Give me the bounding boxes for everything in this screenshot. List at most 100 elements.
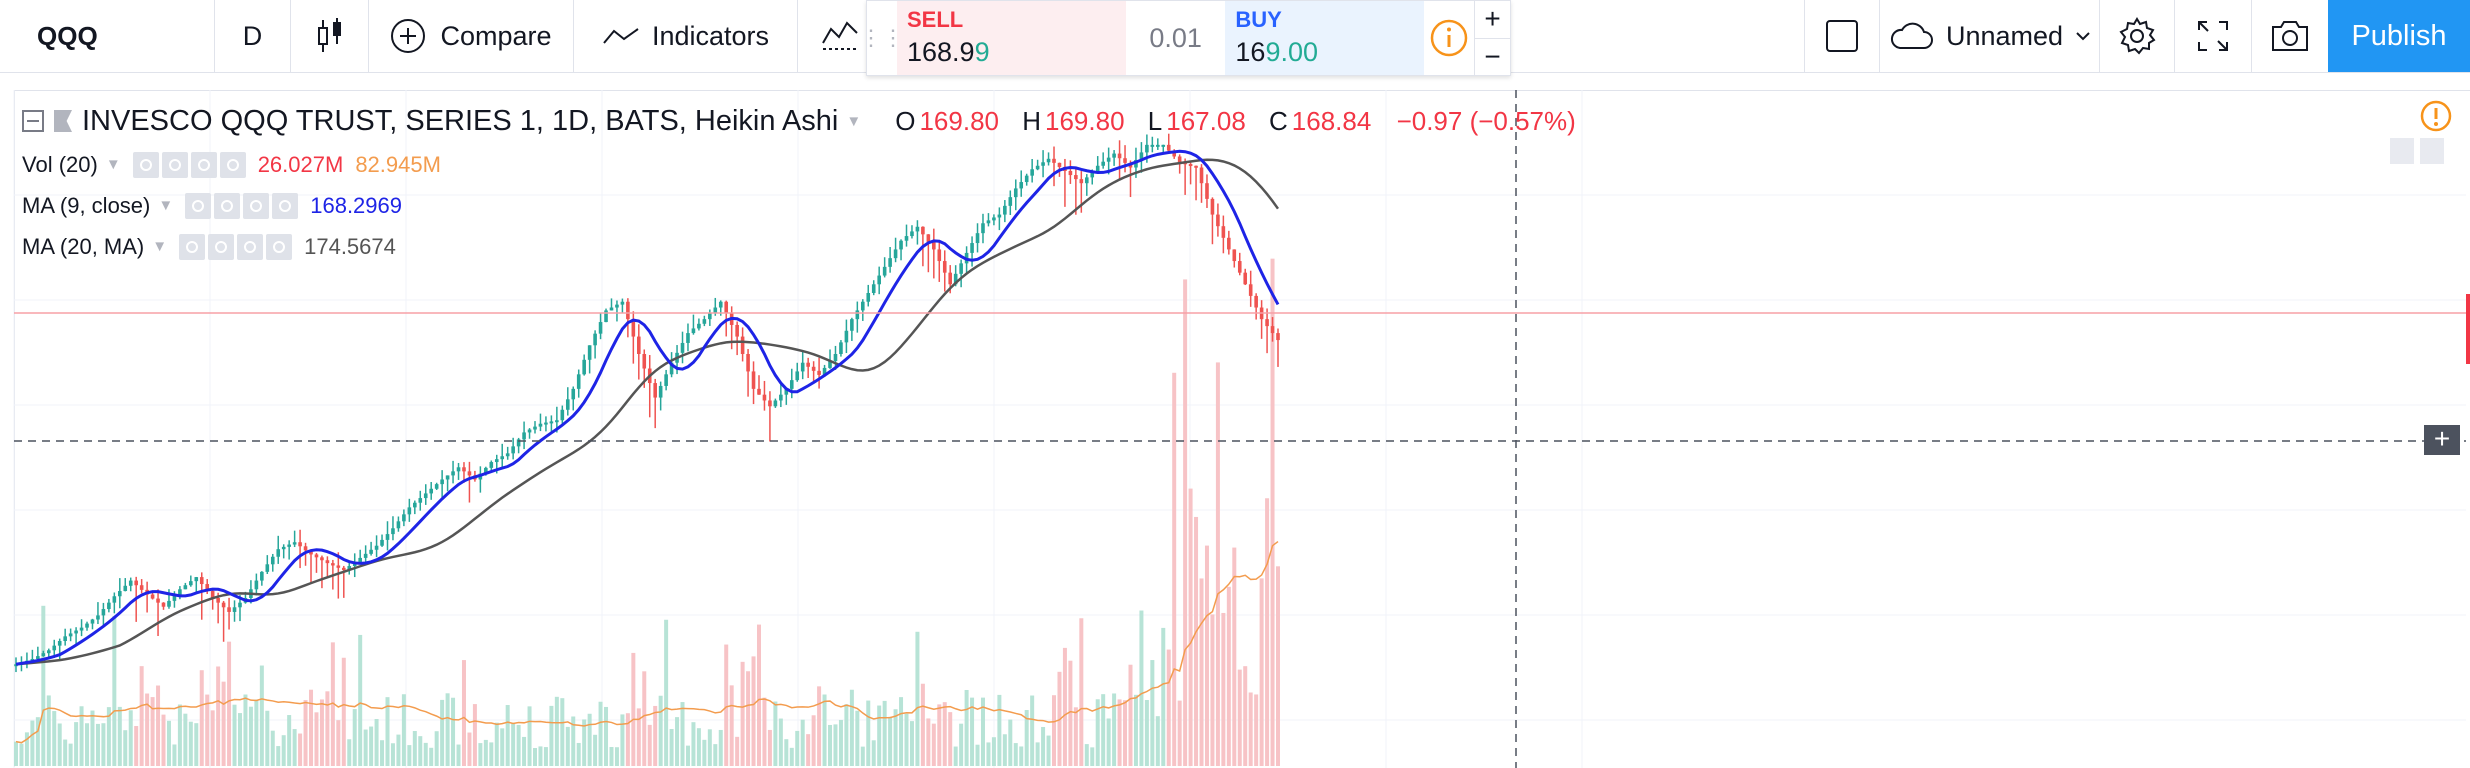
volume-bar: [713, 744, 718, 766]
ohlc-values: O 169.80 H 169.80 L 167.08 C 168.84 −0.97 (−…: [895, 105, 1576, 136]
volume-bar: [795, 730, 800, 766]
compare-button[interactable]: Compare: [369, 0, 574, 72]
candle: [735, 324, 739, 337]
warning-icon[interactable]: [2420, 100, 2452, 137]
volume-bar: [522, 736, 527, 766]
volume-bar: [866, 700, 871, 766]
candle: [14, 664, 18, 667]
candle: [571, 388, 576, 400]
indicator-buttons[interactable]: [132, 151, 246, 178]
candle: [751, 371, 756, 389]
volume-bar: [1226, 586, 1231, 766]
gear-icon[interactable]: [2099, 0, 2174, 72]
settings-icon: [208, 233, 235, 260]
candle: [631, 319, 636, 337]
volume-bar: [1150, 660, 1155, 766]
info-icon[interactable]: [1424, 1, 1474, 75]
decrease-button[interactable]: −: [1484, 40, 1501, 72]
fullscreen-icon[interactable]: [2174, 0, 2251, 72]
scroll-reset-icon[interactable]: [2420, 138, 2444, 164]
symbol-search[interactable]: QQQ: [0, 0, 215, 72]
increase-button[interactable]: +: [1475, 1, 1510, 39]
volume-bar: [844, 704, 849, 766]
volume-bar: [134, 726, 139, 766]
volume-bar: [330, 642, 335, 766]
flag-icon[interactable]: [54, 110, 72, 132]
candle: [445, 475, 450, 480]
volume-bar: [538, 746, 543, 766]
candle: [347, 566, 352, 571]
volume-bar: [986, 742, 991, 766]
indicator-buttons[interactable]: [179, 233, 293, 260]
caret-down-icon[interactable]: ▼: [846, 112, 862, 130]
candle: [336, 565, 341, 568]
ma9-label[interactable]: MA (9, close): [22, 192, 151, 218]
candle: [1090, 171, 1095, 178]
volume-bar: [1084, 744, 1089, 766]
indicators-button[interactable]: Indicators: [574, 0, 798, 72]
candles-icon[interactable]: [291, 0, 369, 72]
candle: [1199, 167, 1204, 184]
crosshair-plus-button[interactable]: +: [2424, 425, 2460, 455]
sell-button[interactable]: SELL 168.99: [897, 1, 1126, 75]
candle: [281, 546, 286, 550]
layout-name-button[interactable]: Unnamed: [1879, 0, 2099, 72]
candle: [451, 471, 455, 476]
templates-icon[interactable]: [798, 0, 883, 72]
candle: [637, 336, 641, 354]
volume-bar: [35, 717, 40, 766]
volume-bar: [106, 707, 111, 766]
candle: [462, 467, 466, 472]
scale-buttons: [2390, 138, 2444, 164]
caret-down-icon[interactable]: ▼: [158, 197, 174, 214]
volume-bar: [298, 733, 303, 766]
volume-bar: [587, 713, 592, 766]
volume-bar: [1204, 545, 1209, 766]
camera-icon[interactable]: [2251, 0, 2328, 72]
drag-handle-icon[interactable]: ⋮⋮: [860, 25, 904, 50]
publish-button[interactable]: Publish: [2328, 0, 2470, 72]
volume-bar: [860, 746, 865, 766]
volume-bar: [533, 747, 538, 766]
candle: [708, 313, 712, 320]
buy-label: BUY: [1235, 7, 1282, 32]
volume-bar: [227, 641, 232, 766]
checkbox-icon[interactable]: [1804, 0, 1879, 72]
buy-button[interactable]: BUY 169.00: [1225, 1, 1425, 75]
volume-bar: [1024, 710, 1029, 766]
candle: [686, 333, 690, 343]
candle: [298, 542, 302, 547]
candle: [615, 304, 619, 308]
candle: [1024, 175, 1029, 183]
candle: [1035, 165, 1040, 170]
ma20-label[interactable]: MA (20, MA): [22, 233, 145, 259]
indicator-buttons[interactable]: [185, 192, 299, 219]
volume-label[interactable]: Vol (20): [22, 151, 98, 177]
candle: [1139, 152, 1144, 160]
volume-bar: [1123, 700, 1128, 766]
volume-bar: [549, 705, 554, 766]
candle: [489, 462, 494, 468]
caret-down-icon[interactable]: ▼: [105, 156, 121, 173]
volume-bar: [811, 715, 816, 766]
volume-bar: [500, 728, 505, 766]
volume-bar: [117, 706, 122, 766]
chevron-down-icon: [2075, 31, 2091, 41]
series-title[interactable]: INVESCO QQQ TRUST, SERIES 1, 1D, BATS, H…: [82, 104, 839, 137]
candle: [855, 310, 860, 320]
interval-button[interactable]: D: [215, 0, 291, 72]
volume-bar: [237, 713, 242, 766]
collapse-icon[interactable]: [22, 110, 44, 132]
candle: [128, 580, 133, 586]
volume-bar: [128, 710, 133, 766]
volume-bar: [778, 718, 783, 766]
scroll-down-icon[interactable]: [2390, 138, 2414, 164]
caret-down-icon[interactable]: ▼: [152, 238, 168, 255]
candle: [664, 374, 668, 386]
candle: [1041, 162, 1045, 166]
volume-bar: [647, 724, 652, 766]
volume-bar: [1276, 566, 1280, 766]
candle: [516, 439, 521, 447]
candle: [970, 243, 974, 253]
